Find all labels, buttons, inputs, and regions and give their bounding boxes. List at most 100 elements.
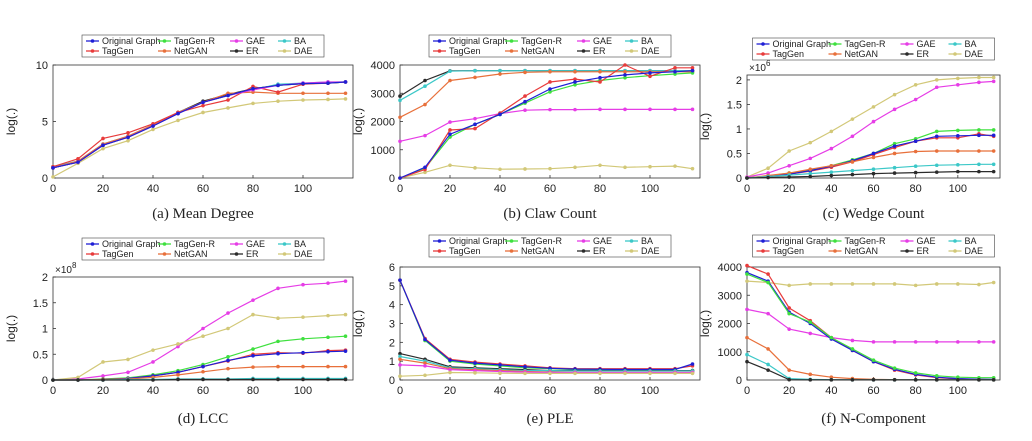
data-point — [176, 373, 180, 377]
data-point — [690, 362, 695, 366]
x-tick-label: 100 — [641, 183, 659, 195]
data-point — [151, 360, 155, 364]
legend-marker — [437, 49, 442, 53]
data-point — [934, 373, 939, 378]
legend-marker — [162, 242, 167, 246]
x-tick-label: 60 — [197, 385, 209, 397]
data-point — [977, 80, 981, 85]
data-point — [326, 313, 330, 318]
data-point — [423, 364, 427, 368]
data-point — [623, 107, 627, 112]
series-dae — [51, 312, 348, 382]
legend-marker — [234, 252, 239, 256]
data-point — [956, 169, 960, 174]
data-point — [343, 80, 348, 84]
data-point — [648, 164, 652, 169]
data-point — [991, 79, 996, 84]
legend-label-netgan: NetGAN — [845, 246, 879, 256]
x-tick-label: 60 — [544, 183, 556, 195]
y-tick-label: 5 — [42, 117, 48, 129]
data-point — [226, 366, 230, 371]
y-tick-label: 1.5 — [33, 298, 48, 310]
x-tick-label: 0 — [50, 183, 56, 195]
series-gae — [398, 107, 695, 144]
data-point — [76, 160, 80, 164]
data-point — [343, 91, 348, 96]
data-point — [956, 378, 960, 382]
data-point — [871, 358, 876, 363]
data-point — [956, 128, 960, 133]
series-dae — [398, 163, 695, 180]
data-point — [101, 146, 105, 151]
data-point — [151, 378, 155, 382]
data-point — [991, 169, 996, 174]
legend-marker — [953, 239, 957, 243]
legend-label-taggen-r: TagGen-R — [845, 39, 887, 49]
x-tick-label: 80 — [910, 183, 922, 195]
data-point — [176, 111, 180, 116]
data-point — [673, 66, 677, 70]
legend-label-taggen: TagGen — [102, 46, 134, 56]
legend-marker — [162, 39, 167, 43]
data-point — [301, 81, 305, 86]
plot-frame — [746, 74, 1001, 179]
data-point — [548, 90, 552, 94]
data-point — [423, 133, 427, 138]
data-point — [623, 69, 627, 74]
data-point — [787, 163, 791, 168]
x-tick-label: 60 — [197, 183, 209, 195]
data-point — [892, 340, 897, 344]
y-tick-label: 1000 — [718, 347, 742, 359]
data-point — [892, 366, 897, 370]
data-point — [871, 378, 876, 382]
y-tick-label: 3000 — [718, 290, 742, 302]
data-point — [301, 364, 305, 369]
legend-label-ba: BA — [641, 36, 653, 46]
data-point — [913, 378, 918, 382]
legend-label-er: ER — [917, 49, 930, 59]
legend-marker — [761, 239, 765, 243]
data-point — [301, 377, 305, 382]
data-point — [977, 340, 981, 344]
data-point — [913, 170, 918, 175]
data-point — [423, 361, 427, 365]
data-point — [548, 166, 552, 171]
data-point — [745, 352, 749, 357]
legend-marker — [437, 249, 442, 253]
legend-label-taggen-r: TagGen-R — [521, 236, 563, 246]
chart-caption: (b) Claw Count — [503, 206, 597, 222]
data-point — [850, 338, 855, 343]
data-point — [892, 378, 897, 382]
data-point — [176, 377, 180, 382]
data-point — [829, 173, 834, 178]
x-tick-label: 20 — [444, 385, 456, 397]
chart-caption: (f) N-Component — [821, 411, 926, 427]
data-point — [126, 138, 130, 143]
y-tick-label: 6 — [389, 262, 395, 274]
x-tick-label: 0 — [744, 385, 750, 397]
data-point — [251, 312, 255, 317]
y-tick-label: 2000 — [718, 319, 742, 331]
legend-marker — [437, 39, 442, 43]
data-point — [126, 357, 130, 362]
data-point — [473, 361, 477, 365]
data-point — [51, 378, 55, 382]
data-point — [498, 72, 502, 76]
data-point — [473, 122, 477, 127]
data-point — [623, 63, 627, 67]
data-point — [573, 107, 577, 112]
data-point — [745, 359, 749, 364]
data-point — [51, 175, 55, 179]
data-point — [673, 164, 677, 168]
y-tick-label: 0.5 — [33, 349, 48, 361]
y-tick-label: 1 — [42, 324, 48, 336]
data-point — [201, 326, 205, 331]
data-point — [892, 92, 897, 97]
y-axis-label: log(.) — [351, 310, 365, 337]
data-point — [548, 87, 552, 91]
legend-label-netgan: NetGAN — [174, 249, 208, 259]
data-point — [448, 163, 452, 168]
data-point — [176, 344, 180, 349]
data-point — [398, 115, 402, 120]
legend-label-dae: DAE — [294, 46, 313, 56]
